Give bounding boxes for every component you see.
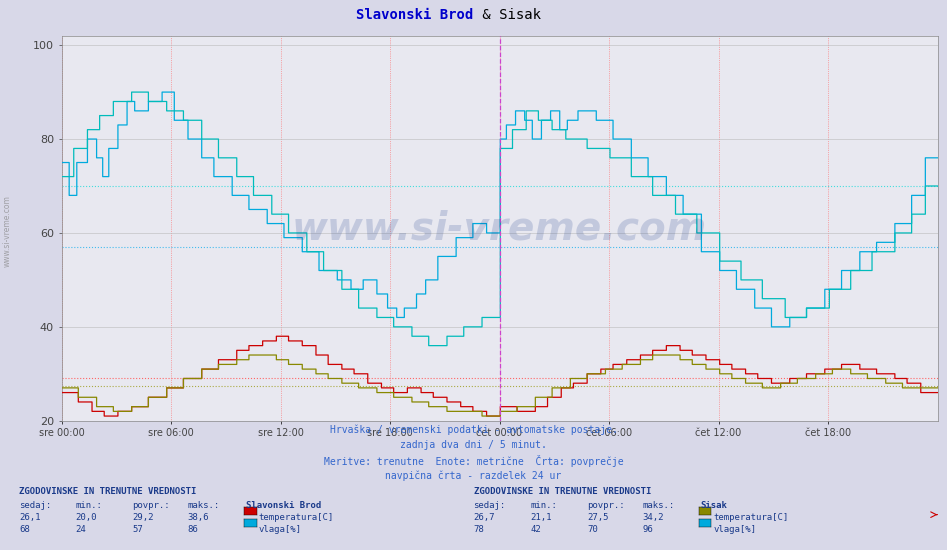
Text: 34,2: 34,2 <box>642 513 664 522</box>
Text: 70: 70 <box>587 525 598 534</box>
Text: 26,7: 26,7 <box>474 513 495 522</box>
Text: navpična črta - razdelek 24 ur: navpična črta - razdelek 24 ur <box>385 471 562 481</box>
Text: sedaj:: sedaj: <box>19 501 51 510</box>
Text: zadnja dva dni / 5 minut.: zadnja dva dni / 5 minut. <box>400 440 547 450</box>
Text: vlaga[%]: vlaga[%] <box>259 525 301 534</box>
Text: & Sisak: & Sisak <box>474 8 541 23</box>
Text: 78: 78 <box>474 525 484 534</box>
Text: maks.:: maks.: <box>188 501 220 510</box>
Text: Meritve: trenutne  Enote: metrične  Črta: povprečje: Meritve: trenutne Enote: metrične Črta: … <box>324 455 623 468</box>
Text: povpr.:: povpr.: <box>587 501 625 510</box>
Text: 26,1: 26,1 <box>19 513 41 522</box>
Text: ZGODOVINSKE IN TRENUTNE VREDNOSTI: ZGODOVINSKE IN TRENUTNE VREDNOSTI <box>474 487 651 496</box>
Text: 24: 24 <box>76 525 86 534</box>
Text: sedaj:: sedaj: <box>474 501 506 510</box>
Text: Hrvaška / vremenski podatki - avtomatske postaje.: Hrvaška / vremenski podatki - avtomatske… <box>330 425 617 435</box>
Text: ZGODOVINSKE IN TRENUTNE VREDNOSTI: ZGODOVINSKE IN TRENUTNE VREDNOSTI <box>19 487 196 496</box>
Text: Sisak: Sisak <box>701 501 727 510</box>
Text: 21,1: 21,1 <box>530 513 552 522</box>
Text: vlaga[%]: vlaga[%] <box>713 525 756 534</box>
Text: www.si-vreme.com: www.si-vreme.com <box>292 209 707 248</box>
Text: 38,6: 38,6 <box>188 513 209 522</box>
Text: www.si-vreme.com: www.si-vreme.com <box>3 195 12 267</box>
Text: min.:: min.: <box>76 501 102 510</box>
Text: 27,5: 27,5 <box>587 513 609 522</box>
Text: Slavonski Brod: Slavonski Brod <box>356 8 474 23</box>
Text: 57: 57 <box>133 525 143 534</box>
Text: Slavonski Brod: Slavonski Brod <box>246 501 321 510</box>
Text: temperatura[C]: temperatura[C] <box>259 513 333 522</box>
Text: maks.:: maks.: <box>642 501 674 510</box>
Text: temperatura[C]: temperatura[C] <box>713 513 788 522</box>
Text: 68: 68 <box>19 525 29 534</box>
Text: min.:: min.: <box>530 501 557 510</box>
Text: 42: 42 <box>530 525 541 534</box>
Text: 29,2: 29,2 <box>133 513 154 522</box>
Text: 96: 96 <box>642 525 652 534</box>
Text: povpr.:: povpr.: <box>133 501 170 510</box>
Text: 86: 86 <box>188 525 198 534</box>
Text: 20,0: 20,0 <box>76 513 98 522</box>
